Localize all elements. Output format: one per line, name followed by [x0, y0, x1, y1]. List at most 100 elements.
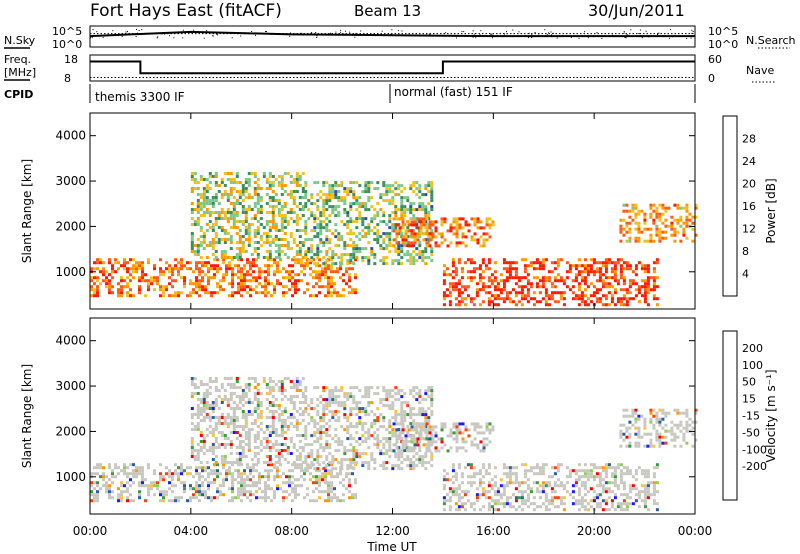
- velocity-cell: [199, 401, 203, 404]
- power-cell: [220, 250, 224, 253]
- power-cell: [195, 291, 198, 295]
- power-cell: [235, 241, 239, 244]
- velocity-cell: [646, 469, 650, 473]
- velocity-cell: [361, 428, 365, 432]
- velocity-cell: [294, 463, 297, 467]
- power-cell: [171, 267, 174, 271]
- power-cell: [111, 270, 114, 274]
- velocity-cell: [427, 407, 431, 411]
- power-cell: [352, 250, 356, 254]
- velocity-cell: [253, 386, 257, 389]
- velocity-cell: [90, 472, 93, 476]
- velocity-cell: [625, 502, 629, 506]
- velocity-cell: [416, 431, 420, 435]
- velocity-cell: [553, 496, 557, 500]
- velocity-cell: [455, 440, 459, 444]
- velocity-cell: [574, 484, 578, 488]
- power-cell: [451, 276, 455, 280]
- velocity-cell: [616, 505, 620, 509]
- velocity-cell: [349, 449, 353, 453]
- velocity-cell: [315, 469, 318, 473]
- power-cell: [382, 211, 386, 215]
- velocity-cell: [622, 423, 626, 427]
- power-cell: [382, 238, 386, 242]
- velocity-cell: [583, 499, 587, 503]
- power-cell: [649, 288, 653, 292]
- power-cell: [400, 250, 404, 254]
- velocity-cell: [385, 389, 389, 393]
- power-cell: [190, 250, 194, 253]
- velocity-cell: [289, 401, 293, 404]
- power-cell: [205, 190, 209, 193]
- velocity-cell: [431, 425, 435, 429]
- power-cell: [434, 229, 438, 233]
- velocity-cell: [607, 496, 611, 500]
- power-cell: [316, 262, 320, 266]
- power-cell: [685, 224, 689, 228]
- velocity-cell: [96, 472, 99, 476]
- noise-point: [125, 31, 127, 33]
- velocity-cell: [264, 481, 267, 485]
- power-cell: [268, 250, 272, 253]
- velocity-cell: [601, 508, 605, 512]
- power-cell: [327, 282, 330, 286]
- power-cell: [455, 220, 459, 224]
- power-cell: [346, 211, 350, 215]
- power-cell: [274, 178, 278, 181]
- power-cell: [655, 297, 659, 301]
- power-cell: [102, 261, 105, 265]
- noise-point: [112, 30, 114, 32]
- power-cell: [628, 291, 632, 295]
- power-cell: [294, 273, 297, 277]
- velocity-cell: [354, 463, 357, 467]
- velocity-cell: [391, 428, 395, 432]
- velocity-cell: [595, 493, 599, 497]
- power-cell: [634, 282, 638, 286]
- power-cell: [529, 264, 533, 268]
- velocity-cell: [559, 484, 563, 488]
- power-cell: [385, 190, 389, 194]
- velocity-cell: [223, 446, 227, 449]
- velocity-cell: [298, 413, 302, 416]
- velocity-cell: [90, 493, 93, 497]
- velocity-cell: [223, 416, 227, 419]
- velocity-cell: [397, 449, 401, 453]
- velocity-cell: [460, 481, 464, 485]
- power-cell: [190, 178, 194, 181]
- power-cell: [370, 253, 374, 257]
- velocity-cell: [319, 446, 323, 450]
- velocity-cell: [214, 440, 218, 443]
- power-cell: [682, 206, 686, 210]
- velocity-cell: [232, 401, 236, 404]
- velocity-cell: [117, 466, 120, 470]
- power-cell: [658, 236, 662, 240]
- power-cell: [354, 273, 357, 277]
- power-cell: [349, 220, 353, 224]
- velocity-cell: [223, 377, 227, 380]
- velocity-cell: [514, 478, 518, 482]
- power-cell: [559, 276, 563, 280]
- velocity-cell: [328, 443, 332, 447]
- power-cell: [319, 238, 323, 242]
- velocity-cell: [295, 455, 299, 458]
- velocity-cell: [313, 440, 317, 444]
- power-cell: [313, 220, 317, 224]
- power-cell: [346, 259, 350, 263]
- power-cell: [120, 288, 123, 292]
- velocity-cell: [322, 467, 326, 471]
- velocity-cell: [559, 499, 563, 503]
- velocity-cell: [255, 496, 258, 500]
- power-cell: [487, 258, 491, 262]
- power-cell: [147, 279, 150, 283]
- power-cell: [409, 259, 413, 263]
- velocity-cell: [376, 392, 380, 396]
- power-cell: [292, 238, 296, 241]
- velocity-cell: [177, 478, 180, 482]
- velocity-cell: [388, 446, 392, 450]
- velocity-cell: [499, 484, 503, 488]
- power-cell: [300, 258, 303, 262]
- velocity-cell: [213, 463, 216, 467]
- power-cell: [226, 232, 230, 235]
- velocity-cell: [556, 496, 560, 500]
- power-cell: [473, 217, 477, 221]
